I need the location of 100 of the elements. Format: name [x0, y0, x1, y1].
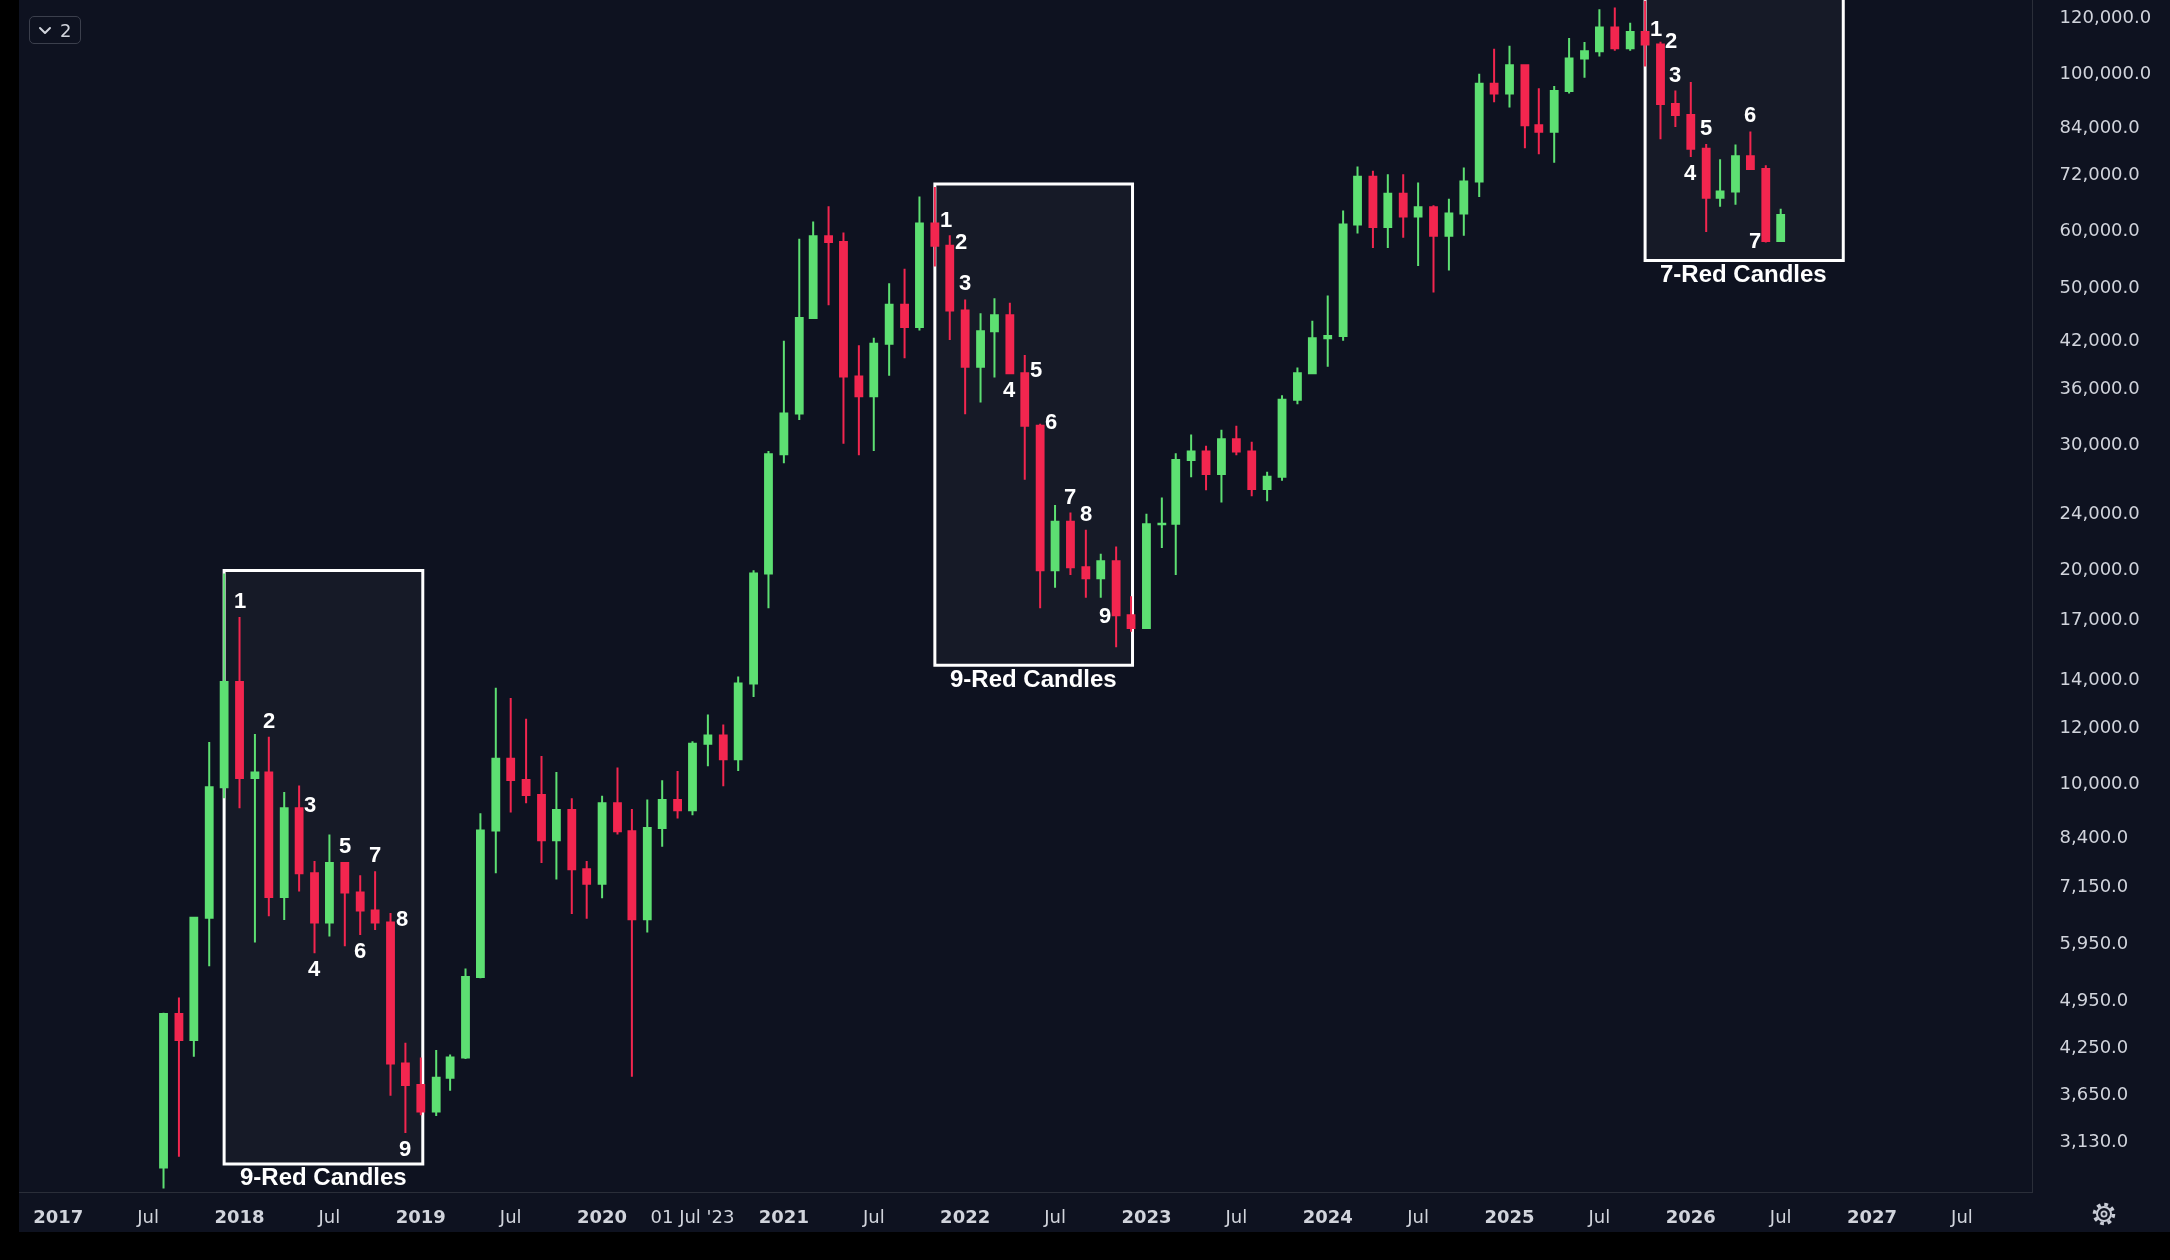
- y-tick-label: 3,130.0: [2059, 1129, 2129, 1151]
- candlestick: [1293, 366, 1302, 406]
- annotation: 1: [1650, 16, 1663, 41]
- x-tick-label: Jul: [136, 1205, 159, 1227]
- annotation: 2: [955, 229, 968, 254]
- candlestick: [749, 569, 758, 698]
- candlestick: [355, 874, 365, 936]
- annotation: 2: [263, 708, 276, 733]
- y-tick-label: 4,950.0: [2059, 988, 2129, 1010]
- annotation: 7: [1064, 484, 1077, 509]
- y-tick-label: 20,000.0: [2059, 558, 2140, 580]
- candlestick: [960, 298, 970, 416]
- candlestick: [1307, 319, 1317, 376]
- dropdown-button: 2: [29, 16, 82, 44]
- annotation: 3: [959, 270, 972, 295]
- candlestick: [340, 861, 350, 948]
- annotation: 6: [1045, 409, 1058, 434]
- candlestick: [627, 807, 637, 1078]
- y-tick-label: 60,000.0: [2059, 219, 2140, 241]
- candlestick: [1776, 207, 1786, 244]
- annotation: 9: [1099, 603, 1112, 628]
- candlestick: [1398, 173, 1408, 239]
- candlestick: [1383, 173, 1393, 249]
- annotation: 1: [234, 588, 247, 613]
- candlestick: [1413, 181, 1423, 267]
- candlestick: [976, 312, 985, 404]
- candlestick: [1701, 143, 1711, 234]
- candlestick: [718, 723, 728, 788]
- candlestick: [491, 686, 501, 875]
- y-tick-label: 24,000.0: [2059, 501, 2140, 523]
- candlestick: [824, 205, 833, 307]
- candlestick: [476, 812, 485, 980]
- x-tick-label: 2024: [1302, 1205, 1353, 1227]
- candlestick: [1050, 503, 1060, 589]
- candlestick: [1353, 165, 1362, 235]
- candlestick: [1035, 422, 1045, 610]
- candlestick: [1171, 452, 1181, 576]
- candlestick: [1656, 40, 1665, 141]
- x-tick-label: 01 Jul '23: [650, 1205, 735, 1227]
- annotation: 4: [308, 956, 321, 981]
- candlestick: [582, 860, 592, 920]
- x-tick-label: Jul: [1224, 1205, 1248, 1227]
- candlestick: [1368, 169, 1378, 249]
- candlestick: [1247, 440, 1257, 498]
- candlestick: [1761, 164, 1771, 244]
- candlestick: [1686, 80, 1696, 159]
- y-tick-label: 7,150.0: [2059, 875, 2129, 897]
- candlestick: [1670, 89, 1680, 128]
- candlestick: [1323, 294, 1333, 368]
- candlestick: [688, 740, 697, 817]
- candlestick: [1020, 354, 1030, 481]
- candlestick: [1520, 63, 1530, 150]
- y-tick-label: 10,000.0: [2059, 771, 2140, 793]
- candlestick: [189, 915, 199, 1058]
- candlestick: [1534, 87, 1544, 156]
- candlestick: [779, 339, 789, 465]
- candlestick: [1564, 37, 1574, 95]
- candlestick: [597, 794, 607, 900]
- x-tick-label: Jul: [1587, 1205, 1611, 1227]
- y-tick-label: 30,000.0: [2059, 433, 2140, 455]
- candlestick: [613, 766, 622, 836]
- candlestick: [1231, 424, 1241, 457]
- y-tick-label: 12,000.0: [2059, 715, 2140, 737]
- candlestick: [264, 735, 274, 918]
- x-tick-label: 2025: [1484, 1205, 1535, 1227]
- candlestick: [551, 770, 561, 881]
- candlestick: [1157, 496, 1167, 549]
- candlestick: [294, 784, 304, 893]
- candlestick: [1277, 394, 1287, 482]
- x-tick-label: 2026: [1665, 1205, 1716, 1227]
- candlestick: [990, 297, 999, 379]
- candlestick: [673, 770, 682, 820]
- candlestick: [1142, 512, 1151, 630]
- candlestick: [1731, 143, 1740, 206]
- annotation: 7: [1749, 228, 1762, 253]
- candlestick: [1489, 47, 1499, 104]
- candlestick: [1625, 21, 1635, 52]
- candlestick: [703, 713, 713, 768]
- candlestick: [386, 911, 395, 1097]
- y-tick-label: 5,950.0: [2059, 931, 2129, 953]
- candlestick: [1444, 197, 1454, 272]
- y-tick-label: 14,000.0: [2059, 668, 2140, 690]
- x-tick-label: Jul: [498, 1205, 522, 1227]
- y-tick-label: 72,000.0: [2059, 163, 2140, 185]
- x-tick-label: 2027: [1847, 1205, 1898, 1227]
- x-tick-label: 2021: [758, 1205, 809, 1227]
- x-tick-label: Jul: [317, 1205, 341, 1227]
- candlestick: [204, 741, 214, 968]
- annotation: 8: [396, 906, 409, 931]
- candlestick: [1549, 85, 1559, 164]
- y-tick-label: 8,400.0: [2059, 825, 2129, 847]
- candlestick: [1081, 528, 1091, 599]
- candlestick: [506, 697, 516, 814]
- candlestick: [279, 790, 289, 922]
- candlestick: [1217, 428, 1226, 504]
- y-tick-label: 50,000.0: [2059, 275, 2140, 297]
- annotation: 5: [1700, 115, 1713, 140]
- band-label: 7-Red Candles: [1660, 260, 1827, 287]
- candlestick: [219, 572, 229, 800]
- candlestick: [174, 996, 184, 1158]
